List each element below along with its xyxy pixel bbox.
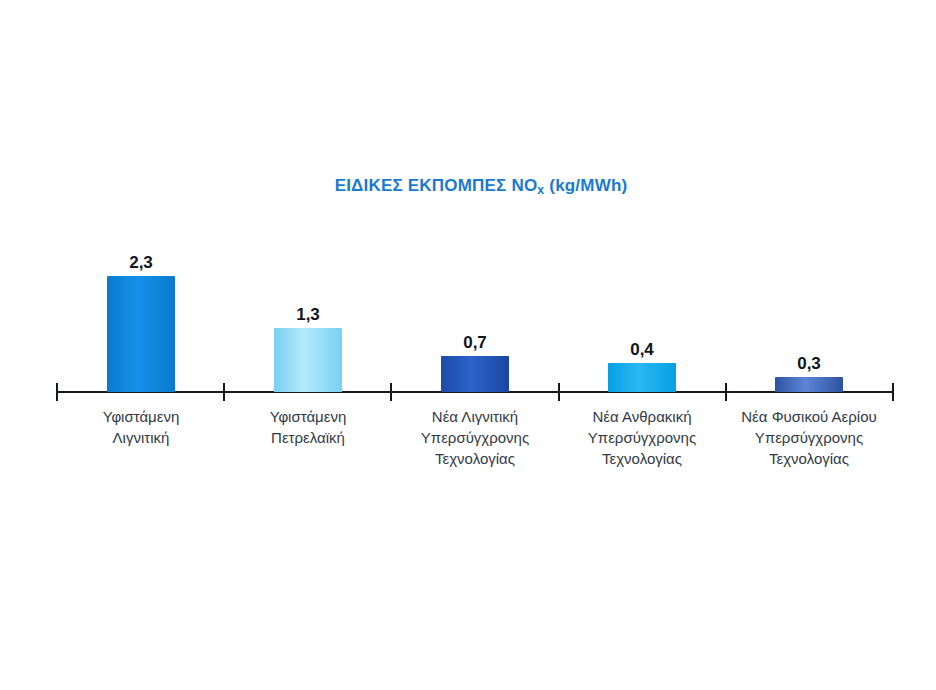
category-label: Νέα Φυσικού ΑερίουΥπερσύγχρονηςΤεχνολογί… (716, 406, 902, 469)
category-label-line: Πετρελαϊκή (215, 427, 401, 448)
category-label-line: Νέα Φυσικού Αερίου (716, 406, 902, 427)
chart-title-unit: (kg/MWh) (544, 176, 627, 195)
bar-2 (274, 328, 342, 392)
x-axis-tick (725, 383, 727, 401)
category-label-line: Υπερσύγχρονης (549, 427, 735, 448)
category-label: ΥφιστάμενηΛιγνιτική (48, 406, 234, 448)
bar-value-label: 1,3 (258, 305, 358, 325)
bar-3 (441, 356, 509, 392)
chart-canvas: ΕΙΔΙΚΕΣ ΕΚΠΟΜΠΕΣ NOx (kg/MWh) 2,3 Υφιστάμ… (0, 0, 936, 690)
bar-5 (775, 377, 843, 392)
category-label-line: Λιγνιτική (48, 427, 234, 448)
category-label-line: Τεχνολογίας (716, 448, 902, 469)
bar-1 (107, 276, 175, 392)
category-label-line: Υπερσύγχρονης (716, 427, 902, 448)
category-label-line: Υπερσύγχρονης (382, 427, 568, 448)
category-label: Νέα ΛιγνιτικήΥπερσύγχρονηςΤεχνολογίας (382, 406, 568, 469)
x-axis-tick (390, 383, 392, 401)
chart-title: ΕΙΔΙΚΕΣ ΕΚΠΟΜΠΕΣ NOx (kg/MWh) (26, 176, 936, 196)
category-label-line: Υφιστάμενη (48, 406, 234, 427)
category-label: ΥφιστάμενηΠετρελαϊκή (215, 406, 401, 448)
bar-4 (608, 363, 676, 392)
chart-title-subscript: x (537, 183, 544, 197)
category-label-line: Νέα Λιγνιτική (382, 406, 568, 427)
bar-value-label: 0,7 (425, 333, 525, 353)
category-label-line: Νέα Ανθρακική (549, 406, 735, 427)
bar-value-label: 0,4 (592, 340, 692, 360)
category-label-line: Υφιστάμενη (215, 406, 401, 427)
category-label-line: Τεχνολογίας (549, 448, 735, 469)
category-label-line: Τεχνολογίας (382, 448, 568, 469)
x-axis-tick (892, 383, 894, 401)
x-axis-tick (56, 383, 58, 401)
chart-title-main: ΕΙΔΙΚΕΣ ΕΚΠΟΜΠΕΣ NO (335, 176, 538, 195)
category-label: Νέα ΑνθρακικήΥπερσύγχρονηςΤεχνολογίας (549, 406, 735, 469)
x-axis-tick (558, 383, 560, 401)
x-axis-tick (223, 383, 225, 401)
bar-value-label: 2,3 (91, 253, 191, 273)
bar-value-label: 0,3 (759, 354, 859, 374)
